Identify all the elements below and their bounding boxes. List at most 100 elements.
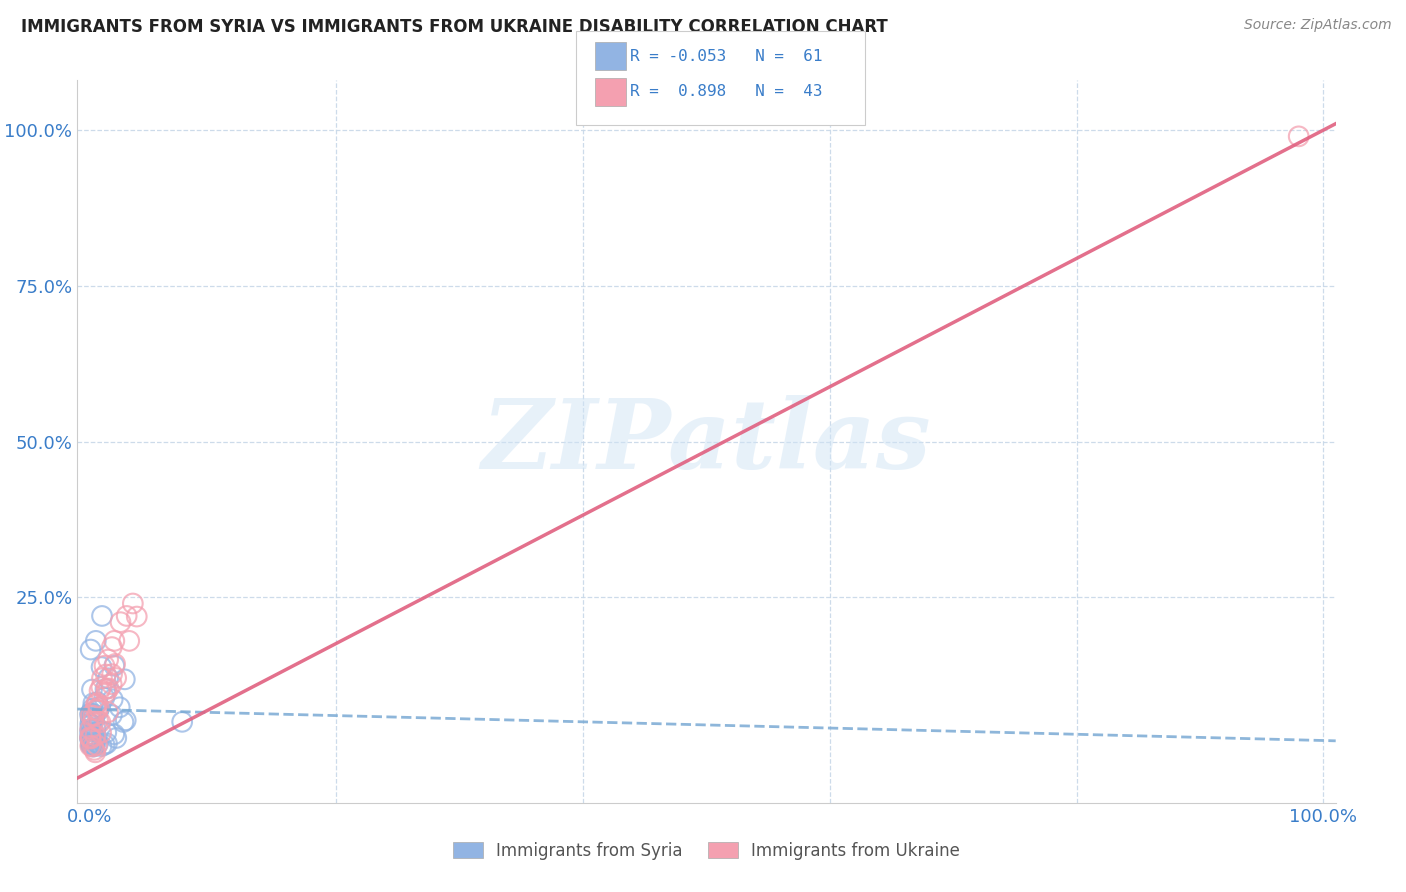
Point <box>79 724 101 739</box>
Point <box>89 683 111 698</box>
Point <box>79 731 101 746</box>
Point <box>80 735 103 749</box>
Point <box>79 706 101 721</box>
Point <box>79 722 101 736</box>
Point <box>84 729 107 743</box>
Point <box>103 633 125 648</box>
Point <box>80 712 103 726</box>
Point <box>87 714 110 728</box>
Point <box>100 677 122 691</box>
Point <box>97 681 120 696</box>
Point <box>97 652 120 666</box>
Point <box>84 745 107 759</box>
Point <box>93 738 115 752</box>
Point <box>82 696 104 710</box>
Point <box>89 715 111 730</box>
Point <box>97 706 120 720</box>
Point <box>79 727 101 741</box>
Point <box>101 640 124 654</box>
Point <box>82 714 104 729</box>
Point <box>1288 129 1310 144</box>
Point <box>103 658 125 673</box>
Point <box>93 658 115 673</box>
Point <box>82 702 104 716</box>
Point <box>80 682 103 697</box>
Point <box>90 739 112 754</box>
Point <box>94 667 117 681</box>
Point <box>83 710 105 724</box>
Point <box>93 690 115 705</box>
Point <box>97 671 120 685</box>
Point <box>79 642 101 657</box>
Text: IMMIGRANTS FROM SYRIA VS IMMIGRANTS FROM UKRAINE DISABILITY CORRELATION CHART: IMMIGRANTS FROM SYRIA VS IMMIGRANTS FROM… <box>21 18 887 36</box>
Point <box>79 710 101 724</box>
Point <box>82 731 104 745</box>
Point <box>79 730 101 744</box>
Point <box>83 743 105 757</box>
Point <box>86 696 108 710</box>
Point <box>83 739 105 753</box>
Point <box>82 723 104 738</box>
Point <box>172 714 194 729</box>
Text: Source: ZipAtlas.com: Source: ZipAtlas.com <box>1244 18 1392 32</box>
Point <box>82 739 104 754</box>
Point <box>79 731 101 745</box>
Point <box>101 667 124 681</box>
Point <box>90 726 112 740</box>
Point <box>82 739 104 754</box>
Point <box>90 680 112 694</box>
Point <box>80 730 103 744</box>
Point <box>96 725 118 739</box>
Point <box>79 731 101 745</box>
Point <box>80 738 103 752</box>
Point <box>86 739 108 753</box>
Point <box>83 730 105 744</box>
Point <box>114 714 136 728</box>
Point <box>79 722 101 736</box>
Point <box>87 703 110 717</box>
Point <box>108 700 131 714</box>
Point <box>110 615 132 630</box>
Point <box>96 736 118 750</box>
Point <box>125 609 148 624</box>
Point <box>84 735 107 749</box>
Point <box>94 681 117 696</box>
Point <box>79 739 101 753</box>
Point <box>82 737 104 751</box>
Text: ZIPatlas: ZIPatlas <box>482 394 931 489</box>
Point <box>79 706 101 721</box>
Point <box>80 731 103 746</box>
Point <box>84 702 107 716</box>
Point <box>96 685 118 699</box>
Point <box>80 737 103 751</box>
Point <box>80 738 103 752</box>
Point <box>101 692 124 706</box>
Point <box>91 671 114 685</box>
Point <box>89 700 111 714</box>
Point <box>79 707 101 722</box>
Point <box>79 729 101 743</box>
Point <box>105 731 128 745</box>
Point <box>83 731 105 745</box>
Point <box>80 712 103 726</box>
Point <box>79 732 101 747</box>
Point <box>86 695 108 709</box>
Point <box>90 660 112 674</box>
Point <box>114 673 136 687</box>
Point <box>86 703 108 717</box>
Point <box>80 708 103 723</box>
Point <box>115 609 138 624</box>
Point <box>80 718 103 732</box>
Point <box>103 727 125 741</box>
Point <box>91 609 114 624</box>
Point <box>79 717 101 731</box>
Point <box>87 700 110 714</box>
Point <box>84 732 107 747</box>
Point <box>87 737 110 751</box>
Point <box>112 714 135 729</box>
Point <box>84 698 107 712</box>
Point <box>82 706 104 721</box>
Point <box>118 633 141 648</box>
Text: R =  0.898   N =  43: R = 0.898 N = 43 <box>630 85 823 99</box>
Point <box>121 597 143 611</box>
